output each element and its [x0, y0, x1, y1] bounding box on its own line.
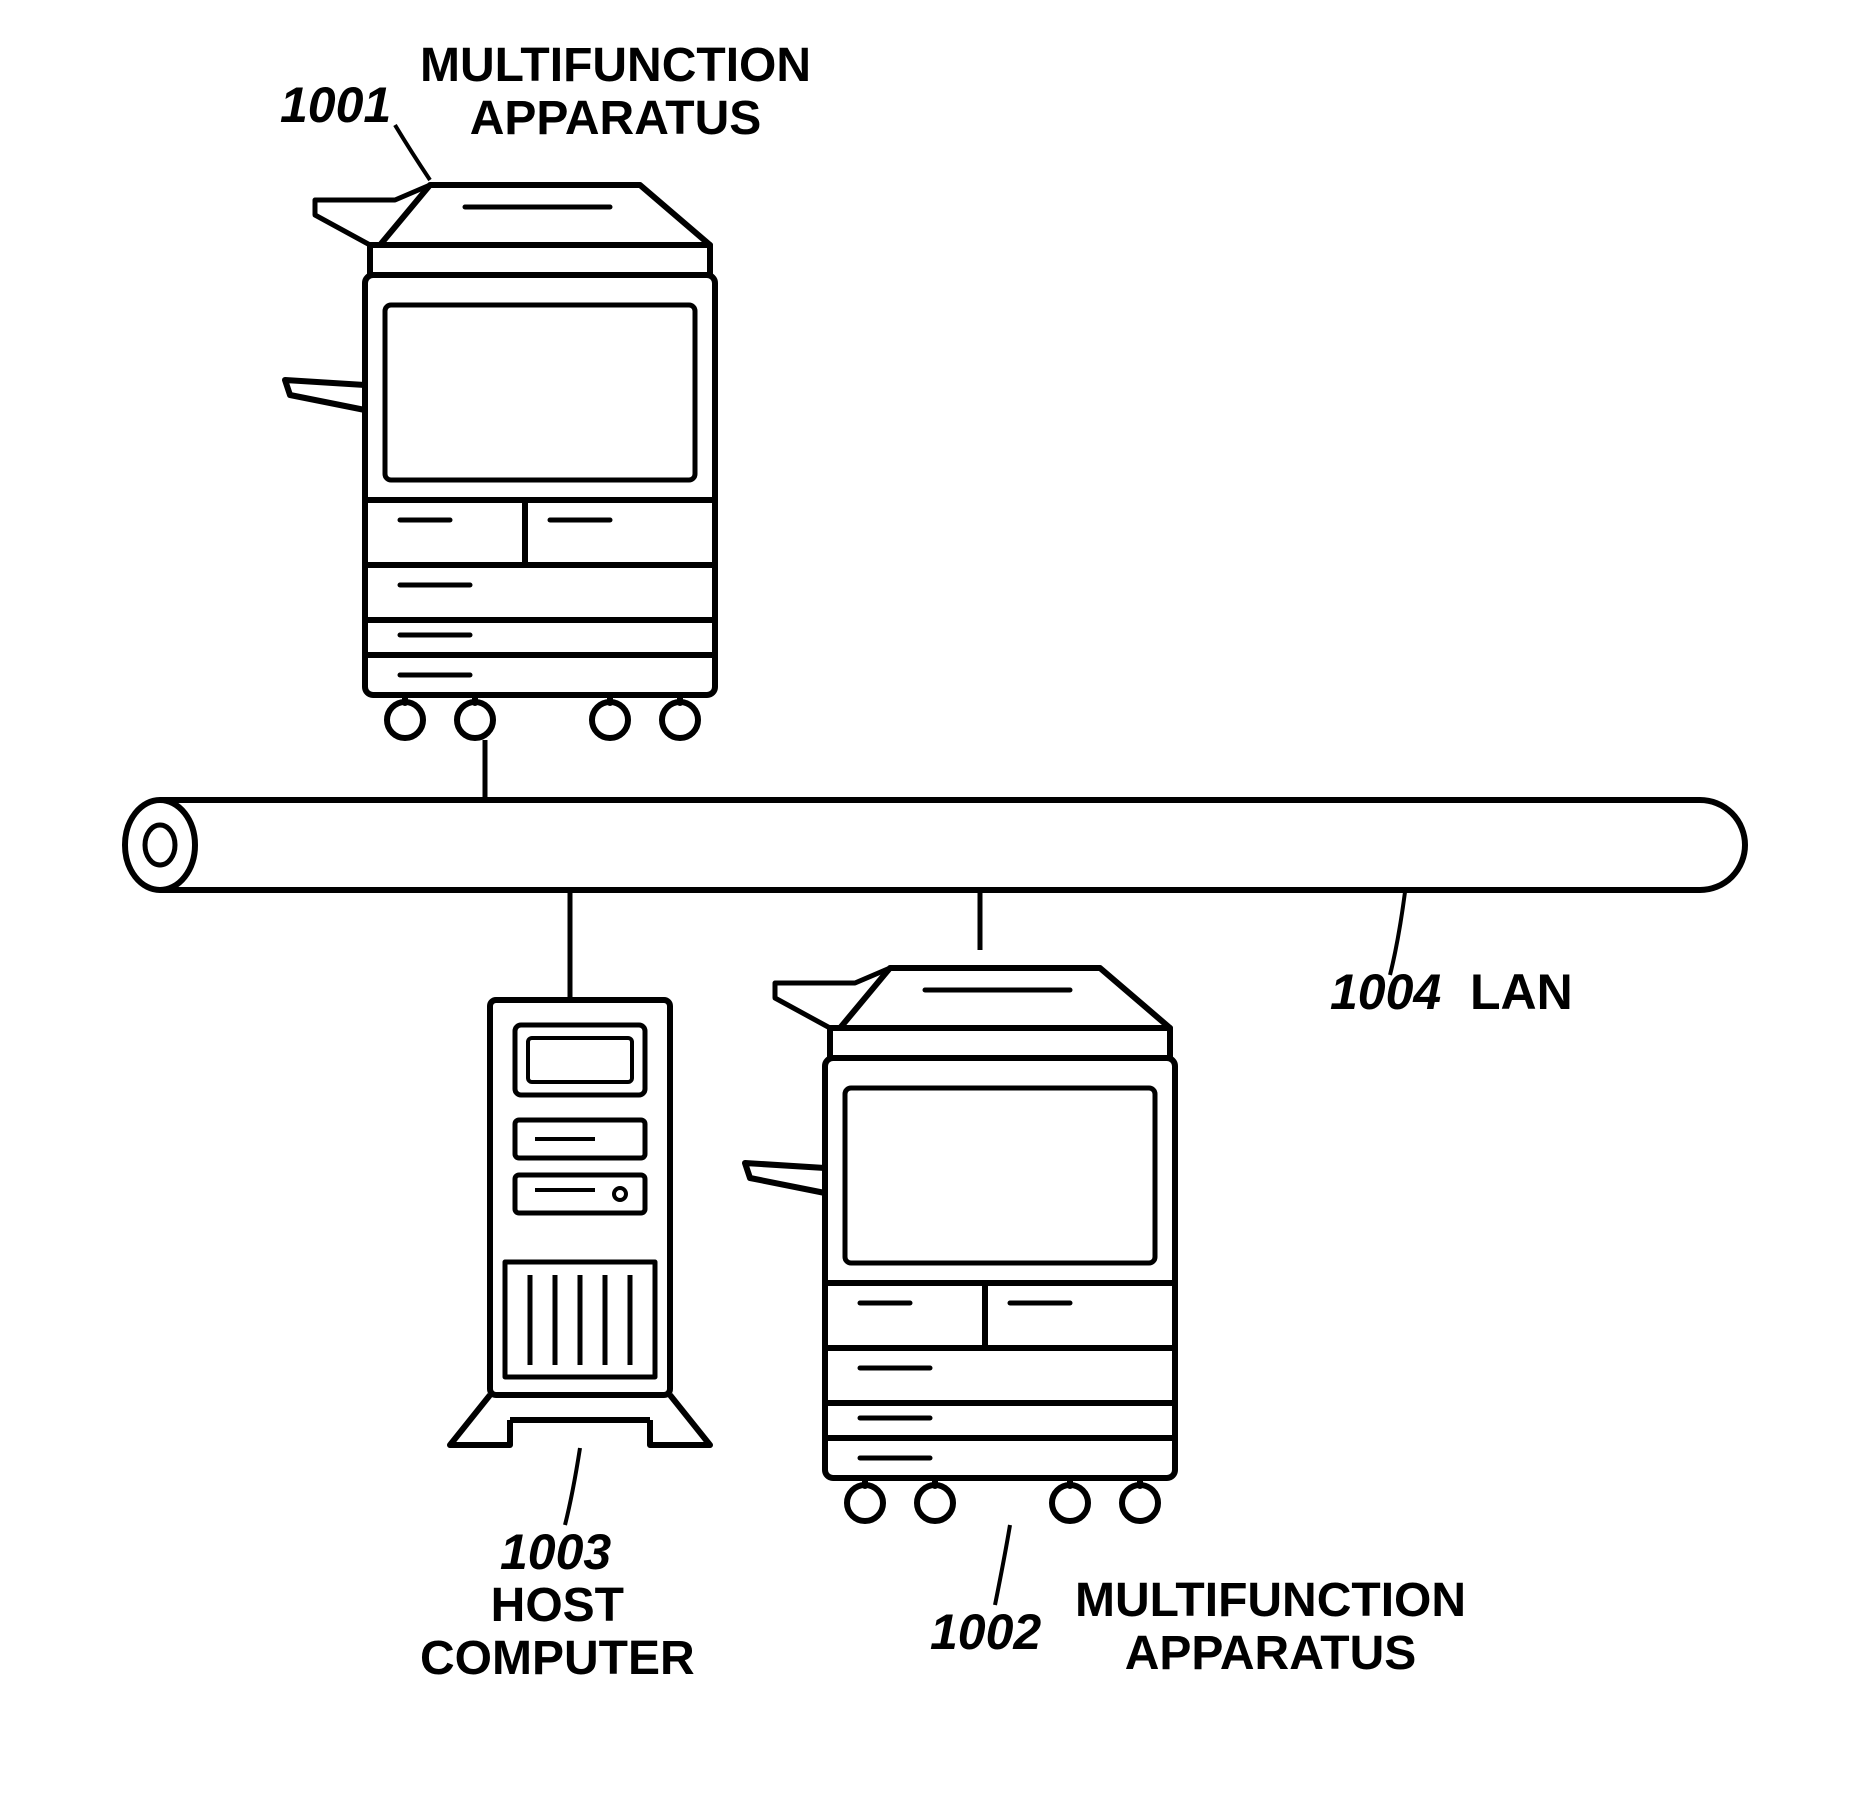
mfp2-ref: 1002: [930, 1605, 1041, 1660]
mfp1-ref: 1001: [280, 78, 391, 133]
mfp2-name: MULTIFUNCTION APPARATUS: [1075, 1575, 1466, 1681]
diagram-svg: [0, 0, 1852, 1802]
lan-name: LAN: [1470, 965, 1573, 1020]
mfp2-node: [745, 968, 1175, 1521]
mfp1-node: [285, 185, 715, 738]
mfp1-name: MULTIFUNCTION APPARATUS: [420, 40, 811, 146]
diagram-canvas: 1001 MULTIFUNCTION APPARATUS 1004 LAN 10…: [0, 0, 1852, 1802]
host-name: HOST COMPUTER: [420, 1580, 695, 1686]
lan-leader: [1390, 892, 1405, 975]
host-leader: [565, 1448, 580, 1525]
host-node: [450, 1000, 710, 1445]
lan-bus: [125, 800, 1745, 890]
lan-ref: 1004: [1330, 965, 1441, 1020]
mfp2-leader: [995, 1525, 1010, 1605]
host-ref: 1003: [500, 1525, 611, 1580]
